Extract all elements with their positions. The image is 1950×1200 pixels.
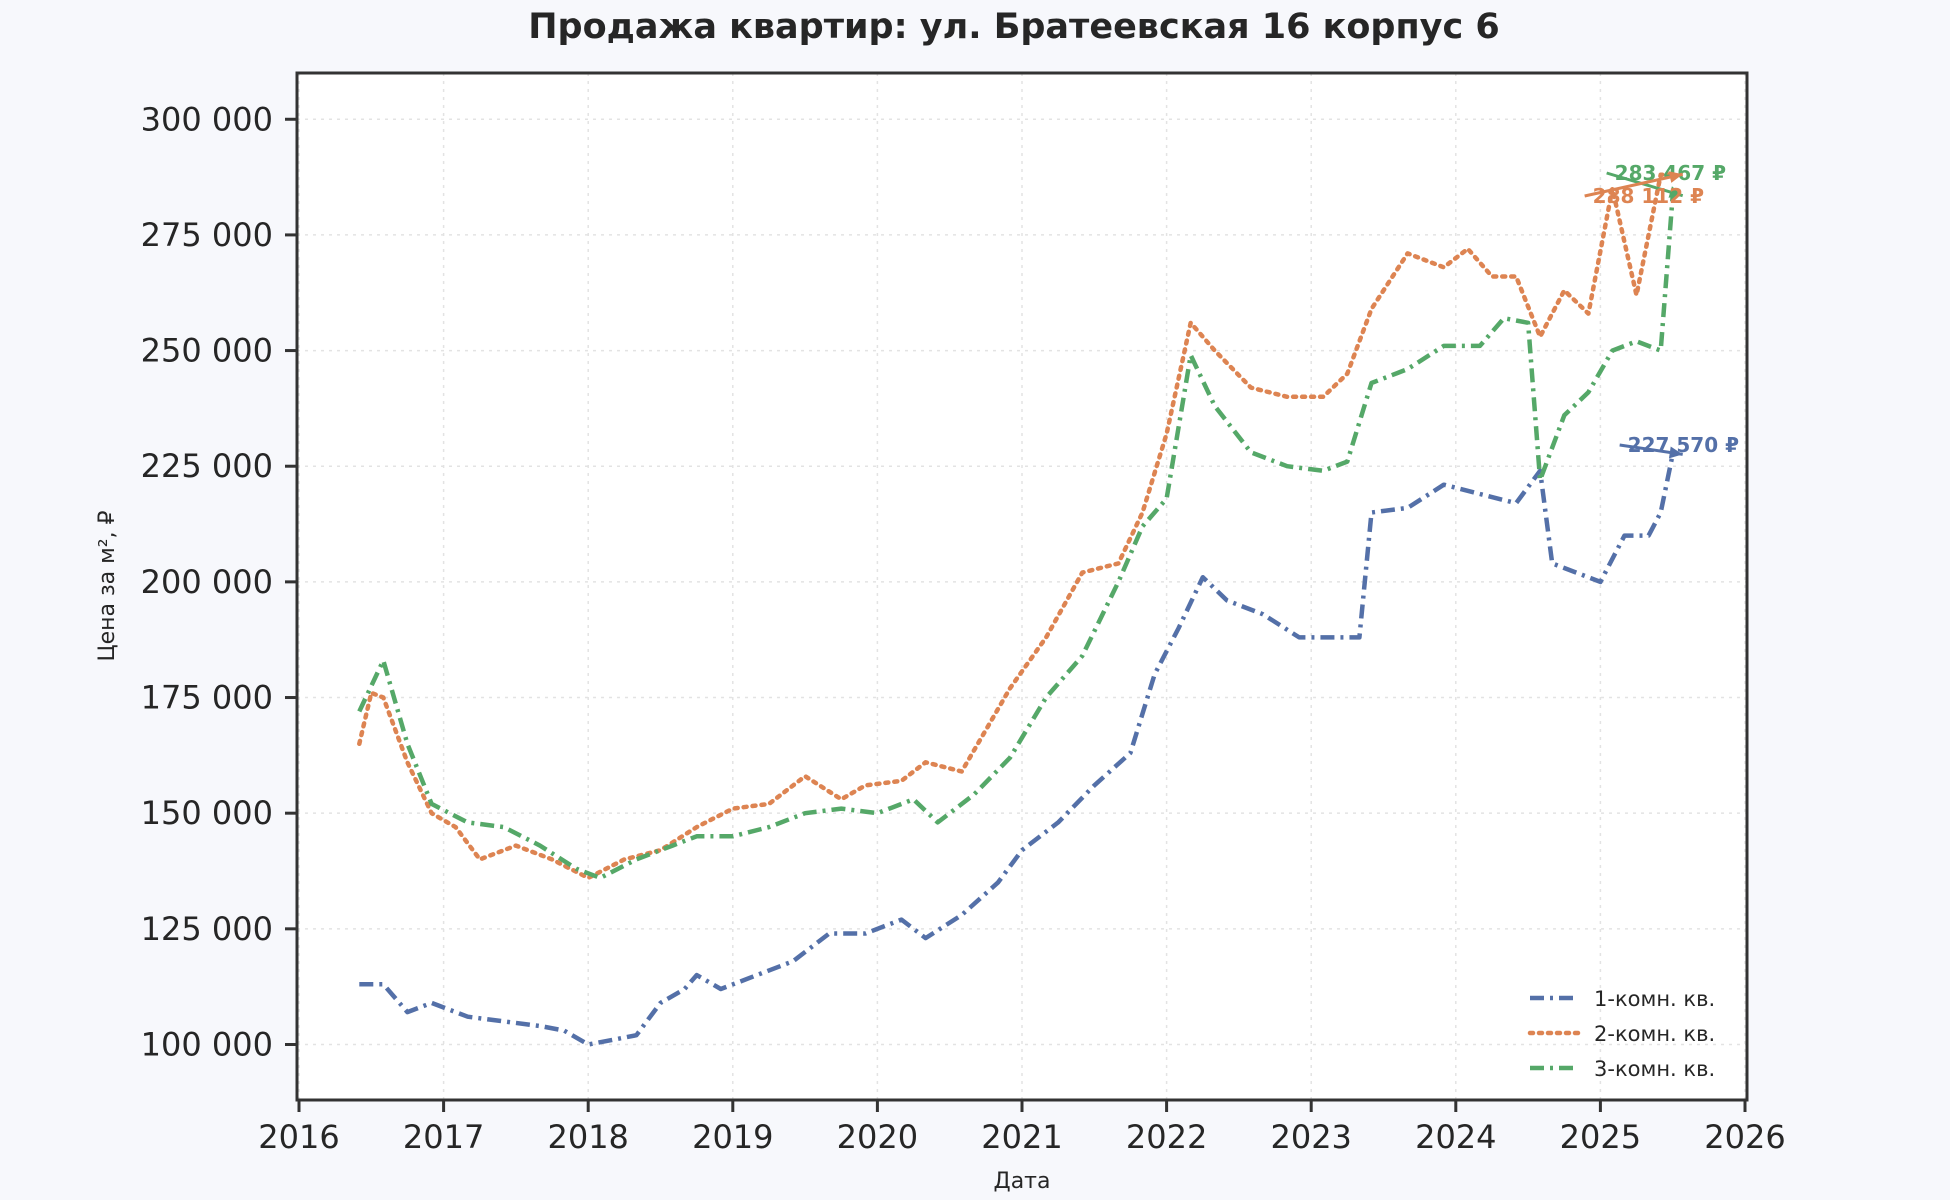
x-tick-label: 2024 (1415, 1118, 1496, 1156)
legend-label: 2-комн. кв. (1594, 1022, 1715, 1046)
x-tick-label: 2018 (547, 1118, 628, 1156)
y-axis: 100 000 125 000 150 000 175 000 200 000 225 0… (141, 100, 297, 1063)
end-value-label: 227 570 ₽ (1628, 433, 1739, 457)
y-tick-label: 125 000 (141, 910, 273, 948)
grid (297, 73, 1747, 1100)
annotation-arrow-head (1668, 186, 1683, 198)
x-tick-label: 2026 (1704, 1118, 1785, 1156)
y-tick-label: 225 000 (141, 447, 273, 485)
legend-label: 3-комн. кв. (1594, 1057, 1715, 1081)
annotation-arrow-line (1606, 171, 1684, 198)
y-axis-label: Цена за м², ₽ (95, 510, 120, 661)
annotation-arrow-head (1668, 171, 1683, 183)
y-tick-label: 300 000 (141, 100, 273, 138)
x-tick-label: 2017 (403, 1118, 484, 1156)
chart-title: Продажа квартир: ул. Братеевская 16 корп… (528, 7, 1500, 47)
y-tick-label: 175 000 (141, 679, 273, 717)
y-tick-label: 150 000 (141, 794, 273, 832)
y-tick-label: 250 000 (141, 332, 273, 370)
end-value-label: 288 112 ₽ (1593, 184, 1704, 208)
x-tick-label: 2025 (1560, 1118, 1641, 1156)
series-line-2-room (357, 172, 1675, 881)
series-layer (357, 172, 1675, 1047)
x-tick-label: 2020 (837, 1118, 918, 1156)
legend-label: 1-комн. кв. (1594, 987, 1715, 1011)
annotations: 283 467 ₽288 112 ₽227 570 ₽ (1584, 161, 1739, 459)
x-tick-label: 2019 (692, 1118, 773, 1156)
annotation-arrow-head (1668, 446, 1683, 459)
x-tick-label: 2016 (258, 1118, 339, 1156)
y-tick-label: 100 000 (141, 1025, 273, 1063)
x-tick-label: 2021 (981, 1118, 1062, 1156)
series-line-1-room (359, 453, 1675, 1047)
legend: 1-комн. кв. 2-комн. кв. 3-комн. кв. (1527, 987, 1715, 1081)
x-axis-label: Дата (994, 1169, 1051, 1194)
x-tick-label: 2023 (1270, 1118, 1351, 1156)
series-line-3-room (357, 195, 1675, 881)
annotation-arrow-line (1584, 172, 1684, 198)
y-tick-label: 200 000 (141, 563, 273, 601)
y-tick-label: 275 000 (141, 216, 273, 254)
x-tick-label: 2022 (1126, 1118, 1207, 1156)
x-axis: 2016 2017 2018 2019 2020 2021 2022 2023 2024 2025… (258, 1100, 1786, 1156)
